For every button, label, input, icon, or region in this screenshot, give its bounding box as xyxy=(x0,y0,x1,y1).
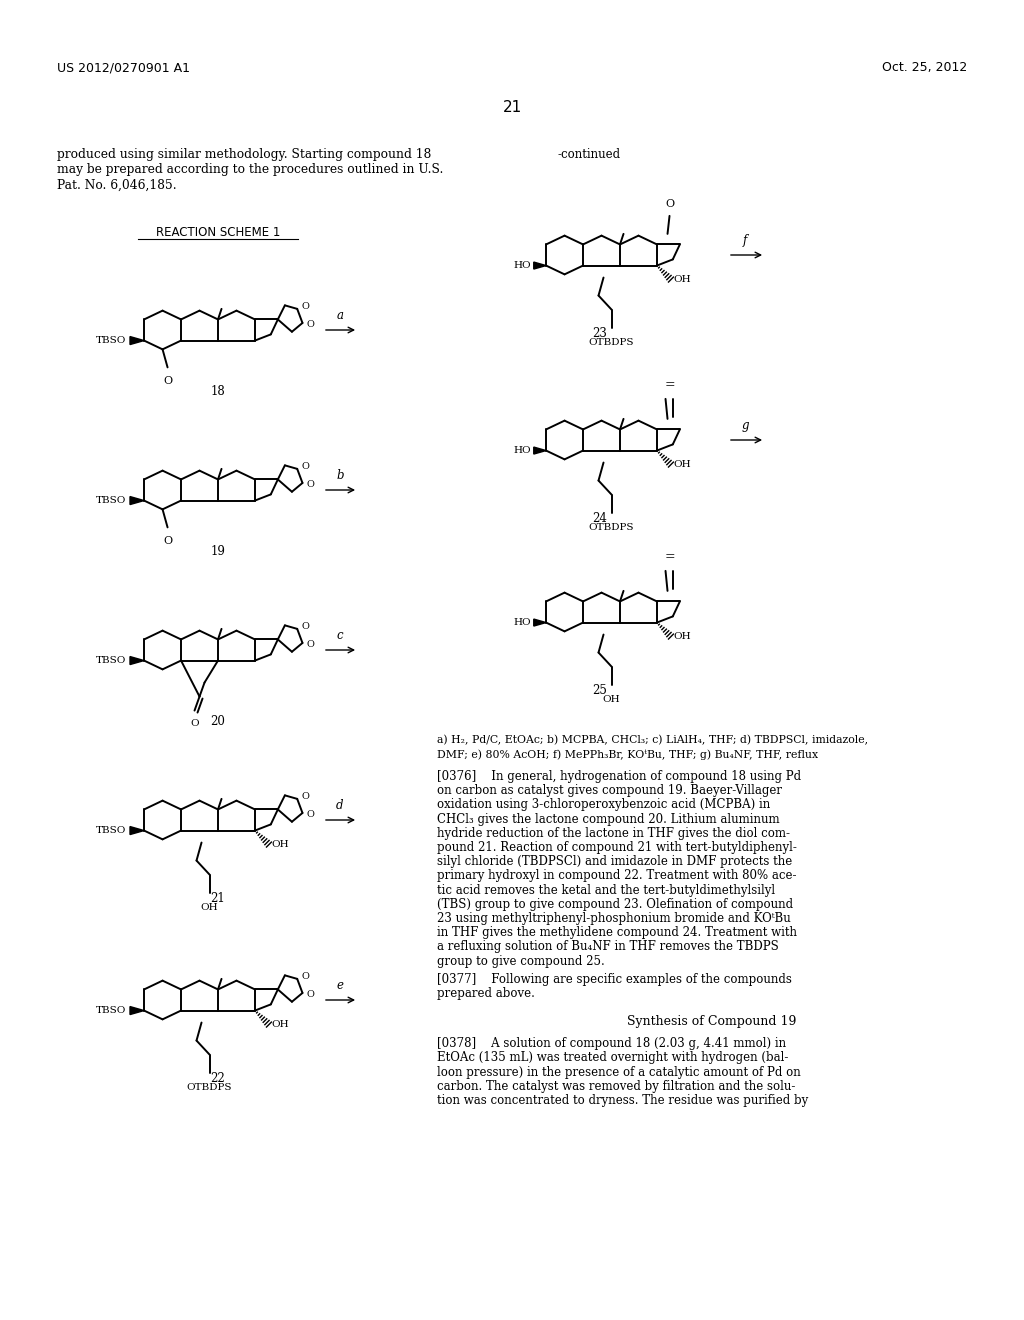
Polygon shape xyxy=(534,619,546,626)
Text: OH: OH xyxy=(603,694,621,704)
Text: oxidation using 3-chloroperoxybenzoic acid (MCPBA) in: oxidation using 3-chloroperoxybenzoic ac… xyxy=(437,799,770,812)
Text: OH: OH xyxy=(201,903,218,912)
Text: TBSO: TBSO xyxy=(96,337,127,345)
Text: 19: 19 xyxy=(211,545,225,558)
Text: TBSO: TBSO xyxy=(96,826,127,836)
Text: EtOAc (135 mL) was treated overnight with hydrogen (bal-: EtOAc (135 mL) was treated overnight wit… xyxy=(437,1052,788,1064)
Polygon shape xyxy=(130,826,144,834)
Polygon shape xyxy=(130,656,144,664)
Text: O: O xyxy=(301,792,309,801)
Polygon shape xyxy=(534,263,546,269)
Text: may be prepared according to the procedures outlined in U.S.: may be prepared according to the procedu… xyxy=(57,164,443,177)
Text: HO: HO xyxy=(513,446,531,455)
Text: O: O xyxy=(665,199,674,209)
Text: TBSO: TBSO xyxy=(96,496,127,506)
Text: O: O xyxy=(306,640,314,649)
Text: in THF gives the methylidene compound 24. Treatment with: in THF gives the methylidene compound 24… xyxy=(437,927,797,940)
Text: O: O xyxy=(163,536,172,546)
Text: loon pressure) in the presence of a catalytic amount of Pd on: loon pressure) in the presence of a cata… xyxy=(437,1065,801,1078)
Text: HO: HO xyxy=(513,618,531,627)
Polygon shape xyxy=(534,447,546,454)
Polygon shape xyxy=(130,337,144,345)
Text: d: d xyxy=(336,799,344,812)
Text: 22: 22 xyxy=(211,1072,225,1085)
Text: O: O xyxy=(190,718,199,727)
Text: [0376]    In general, hydrogenation of compound 18 using Pd: [0376] In general, hydrogenation of comp… xyxy=(437,770,801,783)
Text: primary hydroxyl in compound 22. Treatment with 80% ace-: primary hydroxyl in compound 22. Treatme… xyxy=(437,870,797,882)
Text: carbon. The catalyst was removed by filtration and the solu-: carbon. The catalyst was removed by filt… xyxy=(437,1080,796,1093)
Text: silyl chloride (TBDPSCl) and imidazole in DMF protects the: silyl chloride (TBDPSCl) and imidazole i… xyxy=(437,855,793,869)
Text: [0377]    Following are specific examples of the compounds: [0377] Following are specific examples o… xyxy=(437,973,792,986)
Text: c: c xyxy=(337,630,343,642)
Text: OTBDPS: OTBDPS xyxy=(589,523,634,532)
Text: 23 using methyltriphenyl-phosphonium bromide and KOᵗBu: 23 using methyltriphenyl-phosphonium bro… xyxy=(437,912,791,925)
Text: REACTION SCHEME 1: REACTION SCHEME 1 xyxy=(156,226,281,239)
Text: a refluxing solution of Bu₄NF in THF removes the TBDPS: a refluxing solution of Bu₄NF in THF rem… xyxy=(437,940,778,953)
Text: OH: OH xyxy=(271,1020,289,1030)
Text: OTBDPS: OTBDPS xyxy=(589,338,634,347)
Text: a) H₂, Pd/C, EtOAc; b) MCPBA, CHCl₃; c) LiAlH₄, THF; d) TBDPSCl, imidazole,: a) H₂, Pd/C, EtOAc; b) MCPBA, CHCl₃; c) … xyxy=(437,735,868,746)
Text: O: O xyxy=(306,990,314,999)
Text: tion was concentrated to dryness. The residue was purified by: tion was concentrated to dryness. The re… xyxy=(437,1094,808,1107)
Text: OH: OH xyxy=(673,461,690,469)
Text: 20: 20 xyxy=(211,715,225,729)
Text: TBSO: TBSO xyxy=(96,1006,127,1015)
Polygon shape xyxy=(130,496,144,504)
Text: 23: 23 xyxy=(593,327,607,341)
Text: TBSO: TBSO xyxy=(96,656,127,665)
Text: CHCl₃ gives the lactone compound 20. Lithium aluminum: CHCl₃ gives the lactone compound 20. Lit… xyxy=(437,813,779,825)
Text: O: O xyxy=(306,480,314,490)
Text: HO: HO xyxy=(513,261,531,271)
Text: (TBS) group to give compound 23. Olefination of compound: (TBS) group to give compound 23. Olefina… xyxy=(437,898,794,911)
Text: prepared above.: prepared above. xyxy=(437,987,535,1001)
Text: g: g xyxy=(741,418,749,432)
Text: 18: 18 xyxy=(211,385,225,399)
Text: =: = xyxy=(665,378,675,391)
Text: O: O xyxy=(301,462,309,471)
Text: OH: OH xyxy=(271,840,289,849)
Text: O: O xyxy=(301,623,309,631)
Text: OH: OH xyxy=(673,275,690,284)
Text: O: O xyxy=(306,321,314,330)
Text: O: O xyxy=(163,376,172,387)
Text: 21: 21 xyxy=(503,100,521,116)
Text: hydride reduction of the lactone in THF gives the diol com-: hydride reduction of the lactone in THF … xyxy=(437,826,790,840)
Text: produced using similar methodology. Starting compound 18: produced using similar methodology. Star… xyxy=(57,148,431,161)
Text: DMF; e) 80% AcOH; f) MePPh₃Br, KOᵗBu, THF; g) Bu₄NF, THF, reflux: DMF; e) 80% AcOH; f) MePPh₃Br, KOᵗBu, TH… xyxy=(437,748,818,759)
Text: tic acid removes the ketal and the tert-butyldimethylsilyl: tic acid removes the ketal and the tert-… xyxy=(437,883,775,896)
Text: f: f xyxy=(742,234,748,247)
Text: OTBDPS: OTBDPS xyxy=(186,1082,232,1092)
Text: 24: 24 xyxy=(593,512,607,525)
Text: Synthesis of Compound 19: Synthesis of Compound 19 xyxy=(628,1015,797,1028)
Text: =: = xyxy=(665,550,675,562)
Text: -continued: -continued xyxy=(558,148,622,161)
Text: O: O xyxy=(301,973,309,981)
Text: a: a xyxy=(337,309,343,322)
Text: e: e xyxy=(337,979,343,993)
Text: pound 21. Reaction of compound 21 with tert-butyldiphenyl-: pound 21. Reaction of compound 21 with t… xyxy=(437,841,797,854)
Text: b: b xyxy=(336,469,344,482)
Text: O: O xyxy=(306,810,314,820)
Polygon shape xyxy=(130,1007,144,1015)
Text: OH: OH xyxy=(673,632,690,642)
Text: on carbon as catalyst gives compound 19. Baeyer-Villager: on carbon as catalyst gives compound 19.… xyxy=(437,784,782,797)
Text: Oct. 25, 2012: Oct. 25, 2012 xyxy=(882,62,967,74)
Text: 21: 21 xyxy=(211,892,225,906)
Text: US 2012/0270901 A1: US 2012/0270901 A1 xyxy=(57,62,190,74)
Text: 25: 25 xyxy=(593,684,607,697)
Text: Pat. No. 6,046,185.: Pat. No. 6,046,185. xyxy=(57,180,176,191)
Text: group to give compound 25.: group to give compound 25. xyxy=(437,954,605,968)
Text: O: O xyxy=(301,302,309,312)
Text: [0378]    A solution of compound 18 (2.03 g, 4.41 mmol) in: [0378] A solution of compound 18 (2.03 g… xyxy=(437,1038,786,1051)
